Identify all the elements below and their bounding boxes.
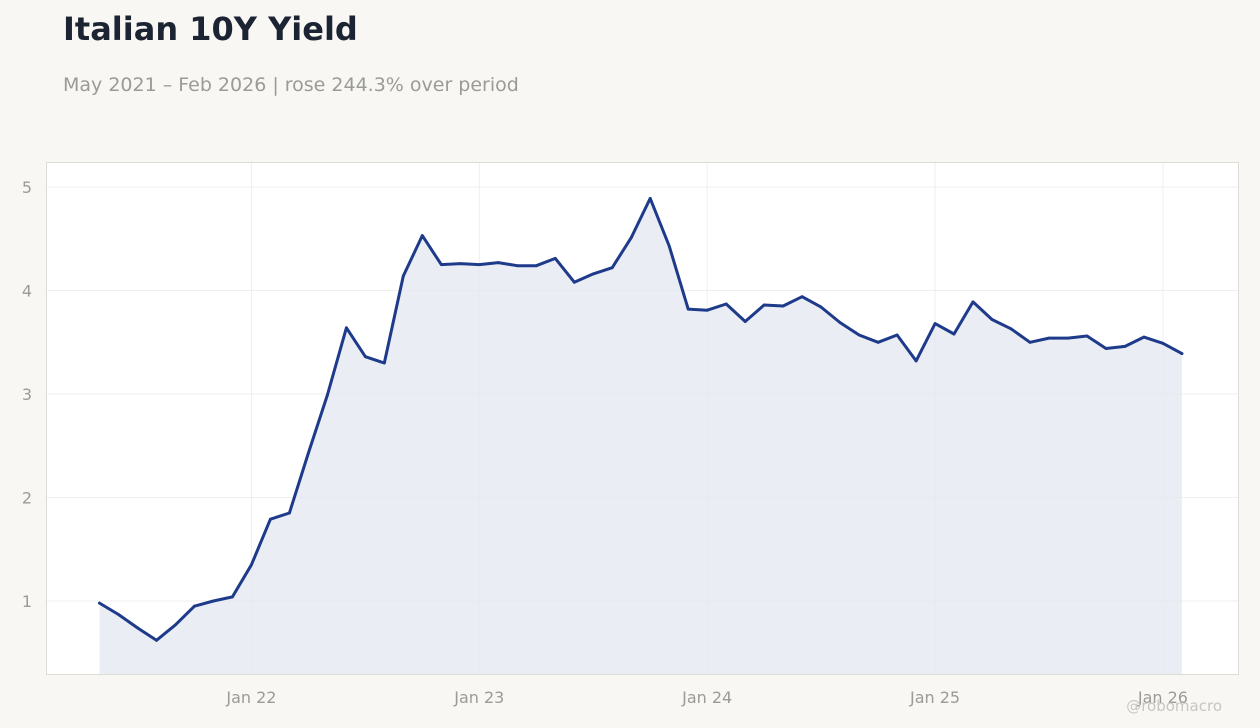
data-point bbox=[857, 333, 861, 337]
y-axis: 1 2 3 4 5 bbox=[22, 178, 32, 611]
data-point bbox=[610, 266, 614, 270]
data-point bbox=[1161, 341, 1165, 345]
x-tick-label: Jan 23 bbox=[453, 688, 504, 707]
data-point bbox=[762, 303, 766, 307]
data-point bbox=[971, 300, 975, 304]
y-tick-label: 5 bbox=[22, 178, 32, 197]
chart-subtitle: May 2021 – Feb 2026 | rose 244.3% over p… bbox=[63, 74, 519, 96]
data-point bbox=[439, 263, 443, 266]
data-point bbox=[401, 274, 405, 278]
data-point bbox=[876, 340, 880, 344]
data-point bbox=[326, 393, 329, 397]
x-tick-label: Jan 24 bbox=[681, 688, 732, 707]
x-tick-label: Jan 26 bbox=[1137, 688, 1188, 707]
data-point bbox=[155, 638, 158, 642]
data-point bbox=[458, 262, 462, 265]
data-point bbox=[420, 234, 424, 238]
data-point bbox=[572, 280, 576, 284]
series-area bbox=[99, 198, 1182, 674]
data-point bbox=[933, 322, 937, 325]
data-point bbox=[496, 261, 500, 264]
data-point bbox=[648, 197, 652, 200]
data-point bbox=[1066, 336, 1070, 340]
x-tick-label: Jan 22 bbox=[225, 688, 276, 707]
data-point bbox=[819, 305, 823, 309]
point-layer bbox=[98, 197, 1184, 642]
data-point bbox=[686, 307, 690, 311]
chart-title: Italian 10Y Yield bbox=[63, 10, 358, 48]
data-point bbox=[705, 308, 709, 312]
area-layer bbox=[99, 198, 1182, 674]
y-tick-label: 3 bbox=[22, 385, 32, 404]
data-point bbox=[1180, 352, 1184, 355]
data-point bbox=[1028, 340, 1032, 344]
data-point bbox=[838, 321, 842, 324]
data-point bbox=[231, 595, 234, 599]
data-point bbox=[515, 264, 519, 268]
data-point bbox=[800, 295, 804, 299]
data-point bbox=[914, 359, 918, 363]
y-tick-label: 4 bbox=[22, 282, 32, 301]
data-point bbox=[1085, 334, 1089, 338]
data-point bbox=[98, 601, 101, 605]
data-point bbox=[212, 599, 215, 603]
y-tick-label: 2 bbox=[22, 489, 32, 508]
data-point bbox=[591, 272, 595, 276]
data-point bbox=[781, 304, 785, 308]
x-tick-label: Jan 25 bbox=[909, 688, 960, 707]
data-point bbox=[743, 320, 747, 323]
data-point bbox=[553, 257, 557, 260]
data-point bbox=[1047, 336, 1051, 340]
data-point bbox=[1104, 347, 1108, 350]
data-point bbox=[136, 626, 139, 630]
data-point bbox=[724, 302, 728, 306]
data-point bbox=[382, 361, 386, 365]
data-point bbox=[117, 613, 120, 616]
data-point bbox=[288, 511, 291, 515]
data-point bbox=[345, 326, 348, 330]
data-point bbox=[1123, 345, 1127, 348]
data-point bbox=[477, 263, 481, 266]
data-point bbox=[667, 244, 671, 248]
data-point bbox=[990, 318, 994, 321]
data-point bbox=[629, 236, 633, 240]
data-point bbox=[250, 563, 253, 567]
data-point bbox=[534, 264, 538, 268]
data-point bbox=[1009, 327, 1013, 331]
series-line bbox=[98, 196, 1184, 642]
data-point bbox=[1142, 335, 1146, 339]
watermark: @robomacro bbox=[1126, 697, 1222, 715]
data-point bbox=[193, 604, 196, 608]
y-tick-label: 1 bbox=[22, 592, 32, 611]
data-point bbox=[269, 517, 272, 521]
line-layer bbox=[98, 196, 1184, 642]
x-axis: Jan 22 Jan 23 Jan 24 Jan 25 Jan 26 bbox=[225, 688, 1188, 707]
data-point bbox=[952, 332, 956, 336]
data-point bbox=[364, 355, 367, 359]
data-point bbox=[174, 623, 177, 627]
data-point bbox=[307, 451, 310, 455]
data-point bbox=[895, 333, 899, 337]
